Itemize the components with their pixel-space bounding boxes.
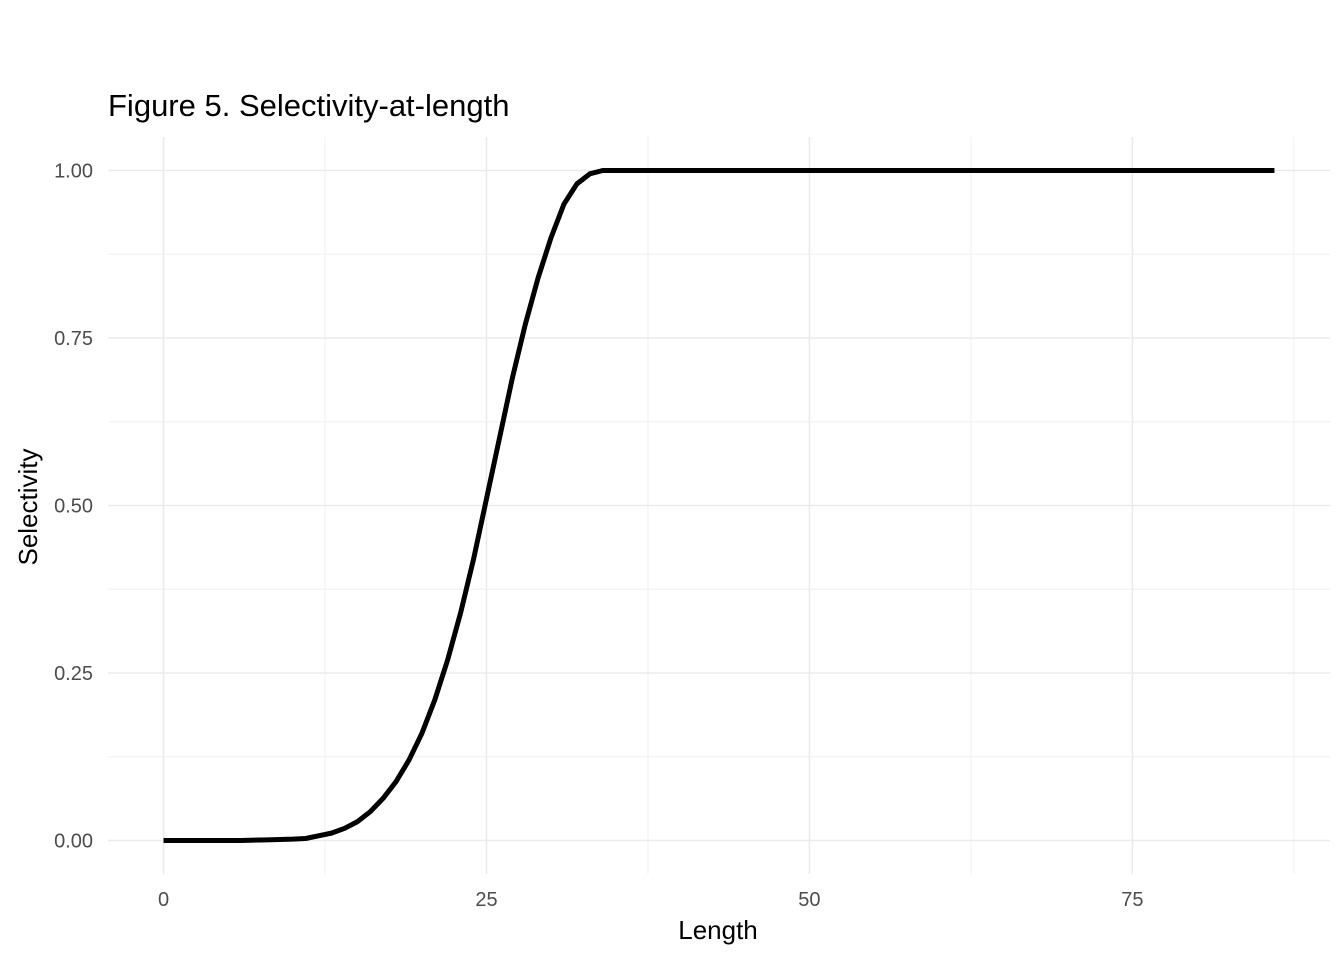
y-tick-label-3: 0.75 <box>54 328 93 350</box>
x-tick-label-2: 50 <box>798 889 820 911</box>
x-tick-label-1: 25 <box>475 889 497 911</box>
y-tick-label-4: 1.00 <box>54 161 93 183</box>
y-tick-label-1: 0.25 <box>54 663 93 685</box>
x-axis-tick-labels: 0 25 50 75 <box>158 889 1144 911</box>
minor-gridlines <box>108 137 1330 874</box>
x-tick-label-0: 0 <box>158 889 169 911</box>
y-tick-label-0: 0.00 <box>54 831 93 853</box>
selectivity-curve-0 <box>163 168 1275 843</box>
y-axis-tick-labels: 0.00 0.25 0.50 0.75 1.00 <box>54 161 93 853</box>
series-layer <box>163 168 1275 843</box>
major-gridlines <box>108 137 1330 874</box>
chart-title: Figure 5. Selectivity-at-length <box>108 88 509 123</box>
y-tick-label-2: 0.50 <box>54 496 93 518</box>
x-axis-title: Length <box>678 915 758 945</box>
x-tick-label-3: 75 <box>1121 889 1143 911</box>
y-axis-title: Selectivity <box>13 448 43 565</box>
